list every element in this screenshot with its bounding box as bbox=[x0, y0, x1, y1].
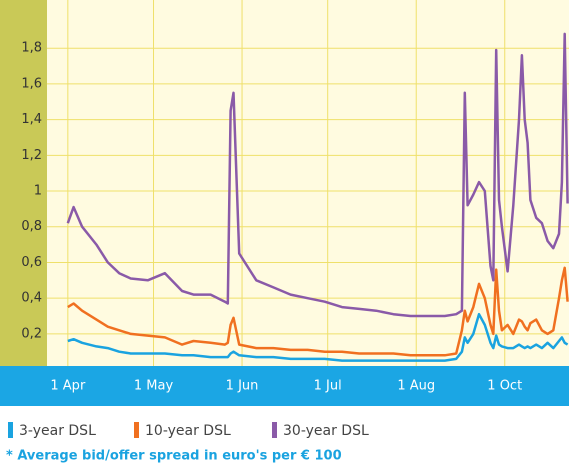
x-axis-band bbox=[0, 366, 569, 406]
y-tick-label: 0,8 bbox=[21, 219, 42, 234]
y-tick-label: 1,2 bbox=[21, 148, 42, 163]
data-line bbox=[67, 266, 569, 357]
legend-swatch bbox=[134, 422, 139, 438]
y-tick-label: 1,8 bbox=[21, 41, 42, 56]
y-tick-label: 0,6 bbox=[21, 255, 42, 270]
x-tick-label: 1 Apr bbox=[50, 379, 86, 394]
y-tick-label: 1,4 bbox=[21, 112, 42, 127]
legend-label: 30-year DSL bbox=[283, 423, 369, 439]
legend-swatch bbox=[272, 422, 277, 438]
legend-label: 3-year DSL bbox=[19, 423, 96, 439]
y-tick-label: 1,6 bbox=[21, 76, 42, 91]
x-tick-label: 1 Oct bbox=[487, 379, 522, 394]
y-axis-strip bbox=[0, 0, 47, 366]
x-tick-label: 1 Aug bbox=[397, 379, 435, 394]
x-tick-label: 1 May bbox=[134, 379, 174, 394]
lines bbox=[66, 32, 569, 362]
y-tick-label: 0,2 bbox=[21, 326, 42, 341]
y-tick-label: 1 bbox=[34, 184, 42, 199]
labels: 0,2 0,4 0,6 0,8 1 1,2 1,4 1,6 1,8 1 Apr 1 May 1 Jun… bbox=[21, 41, 522, 394]
footnote: * Average bid/offer spread in euro's per… bbox=[6, 449, 342, 464]
x-tick-label: 1 Jun bbox=[226, 379, 259, 394]
data-line bbox=[66, 32, 569, 318]
plot-area bbox=[47, 0, 569, 366]
y-tick-label: 0,4 bbox=[21, 291, 42, 306]
data-line bbox=[67, 312, 569, 362]
legend-swatch bbox=[8, 422, 13, 438]
legend-label: 10-year DSL bbox=[145, 423, 231, 439]
x-tick-label: 1 Jul bbox=[314, 379, 342, 394]
